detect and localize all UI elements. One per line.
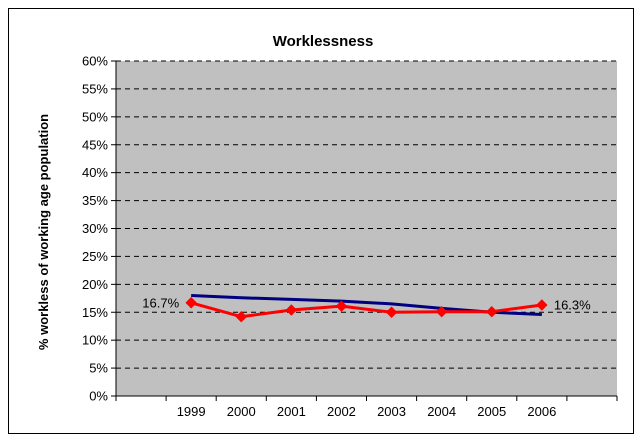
y-tick-label: 60% [82,54,108,69]
series-point-1 [185,297,197,309]
x-tick-label: 2002 [327,404,356,419]
y-tick-label: 0% [89,389,108,404]
y-tick-label: 45% [82,137,108,152]
y-tick-label: 35% [82,193,108,208]
series-point-1 [335,300,348,312]
gridlines [116,60,617,369]
y-tick-label: 50% [82,109,108,124]
series-line-1 [190,301,543,319]
series-point-1 [235,311,247,323]
x-tick-label: 2004 [427,404,456,419]
series-point-1 [536,299,548,311]
chart-title: Worklessness [273,33,374,50]
axes [111,60,618,401]
y-tick-label: 10% [82,333,108,348]
series-point-1 [435,305,448,318]
series-point-1 [486,305,498,318]
x-tick-label: 2006 [527,404,556,419]
series-point-1 [385,306,398,318]
data-labels: 16.7% 16.3% [142,295,591,312]
data-label: 16.3% [554,297,591,312]
series-group [185,294,548,323]
series-point-1 [285,304,298,316]
y-tick-label: 25% [82,249,108,264]
y-tick-label: 55% [82,81,108,96]
y-tick-label: 15% [82,305,108,320]
y-tick-label: 5% [89,361,108,376]
x-tick-label: 2001 [277,404,306,419]
x-tick-label: 2005 [477,404,506,419]
x-tick-label: 2000 [227,404,256,419]
data-label: 16.7% [142,295,179,310]
y-tick-labels: 0% 5% 10% 15% 20% 25% 30% 35% 40% 45% 50% 55% 60% [82,54,108,404]
x-tick-label: 2003 [377,404,406,419]
y-tick-label: 30% [82,221,108,236]
x-tick-labels: 1999 2000 2001 2002 2003 2004 2005 2006 [177,404,557,419]
y-axis-label: % workless of working age population [36,114,51,350]
x-tick-label: 1999 [177,404,206,419]
y-tick-label: 20% [82,277,108,292]
y-tick-label: 40% [82,165,108,180]
